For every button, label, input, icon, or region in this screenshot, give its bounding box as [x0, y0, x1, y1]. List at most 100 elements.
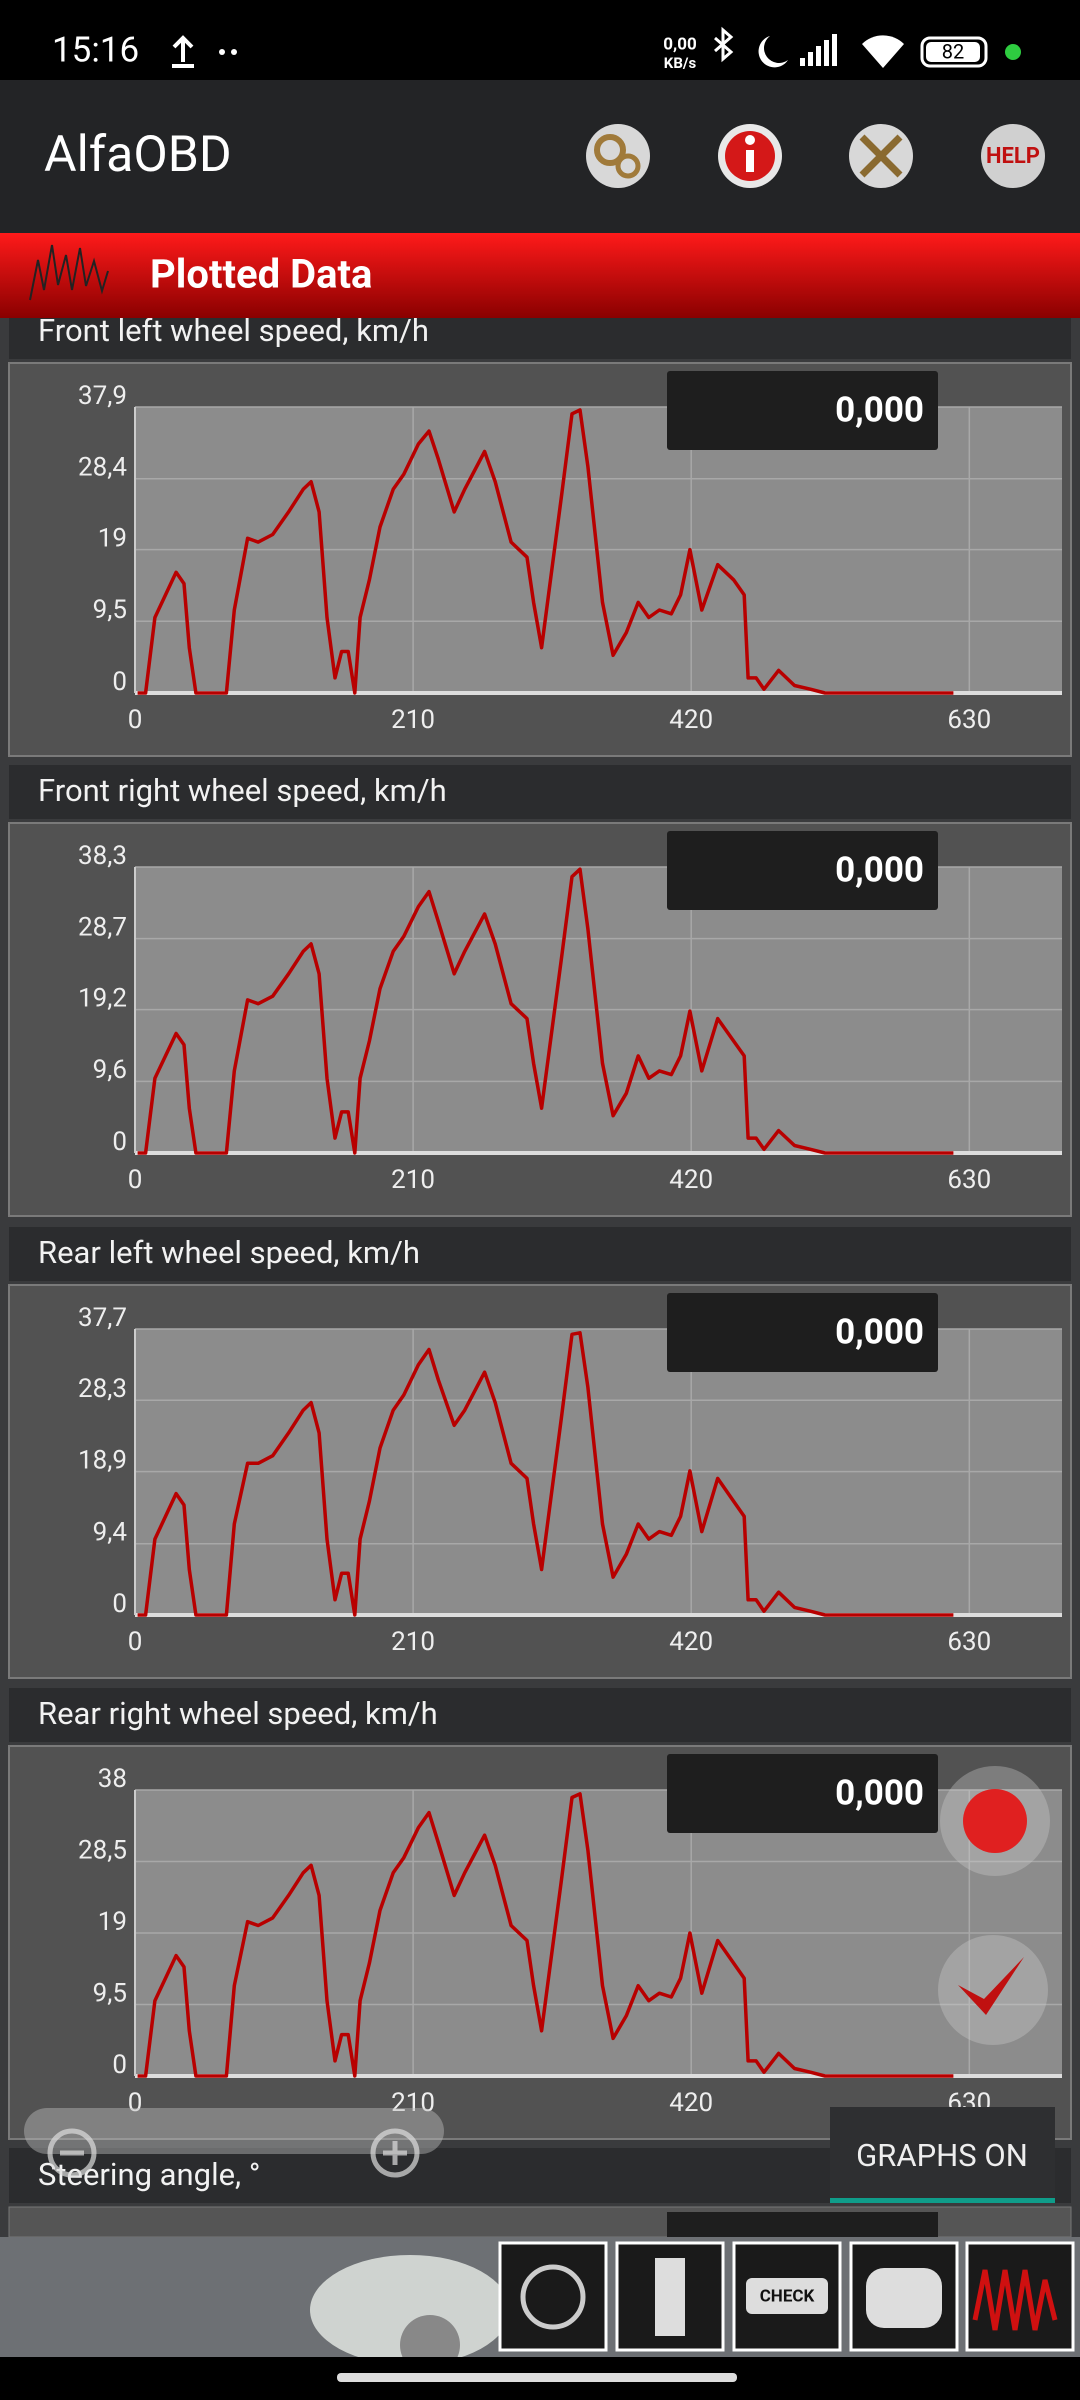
check-label: CHECK: [760, 2286, 815, 2306]
x-tick-label: 420: [669, 705, 713, 735]
clock: 15:16: [52, 29, 139, 70]
gear-icon: [615, 153, 641, 179]
help-label: HELP: [986, 144, 1040, 169]
x-tick-label: 630: [947, 705, 991, 735]
readout-box: [667, 1293, 938, 1372]
y-tick-label: 9,4: [93, 1518, 128, 1548]
info-glyph: [746, 150, 754, 172]
y-tick-label: 9,6: [93, 1055, 127, 1085]
dnd-icon: [758, 36, 788, 68]
x-tick-label: 420: [669, 1165, 713, 1195]
bluetooth-icon: [714, 26, 734, 63]
status-bar: [0, 0, 1080, 80]
zoom-control[interactable]: [24, 2108, 444, 2154]
car-icon: [866, 2268, 942, 2328]
x-tick-label: 210: [391, 1165, 435, 1195]
section-icon: [29, 244, 109, 301]
charts: Front left wheel speed, km/h 0 9,5 19 28,4 37…: [8, 305, 1072, 2140]
engine-icon: [746, 2278, 828, 2314]
readout-value: 0,000: [835, 849, 924, 890]
upload-icon: [172, 35, 194, 68]
zoom-in-glyph: [383, 2141, 407, 2165]
graphs-indicator: [830, 2198, 1055, 2203]
help-button[interactable]: [981, 124, 1045, 188]
check-button[interactable]: [958, 1957, 1024, 2015]
toolbar-icons: CHECK: [498, 2241, 1075, 2352]
readout-box: [667, 371, 938, 450]
x-tick-label: 210: [391, 2088, 435, 2118]
data-line: [137, 867, 954, 1155]
net-speed: 0,00: [663, 34, 696, 54]
readout-box: [667, 1754, 938, 1833]
y-tick-label: 19,2: [78, 984, 127, 1014]
y-tick-label: 0: [112, 1127, 127, 1157]
chart-title: Front right wheel speed, km/h: [38, 772, 447, 809]
x-tick-label: 630: [947, 1165, 991, 1195]
readout-box: [667, 2212, 938, 2237]
tool-button[interactable]: [498, 2241, 608, 2352]
y-tick-label: 0: [112, 1589, 127, 1619]
chart-title: Rear left wheel speed, km/h: [38, 1234, 420, 1271]
data-line: [137, 408, 954, 695]
gear-icon: [594, 134, 626, 166]
tools-icon: [859, 134, 903, 178]
key-icon: [520, 2264, 586, 2330]
section-header: [0, 233, 1080, 318]
wifi-icon: [862, 35, 904, 68]
y-tick-label: 38: [98, 1764, 127, 1794]
signal-icon: [800, 34, 837, 66]
y-tick-label: 19: [98, 523, 127, 553]
indicator-dot: [1005, 44, 1021, 60]
x-tick-label: 420: [669, 2088, 713, 2118]
zoom-in[interactable]: [370, 2128, 420, 2178]
x-tick-label: 0: [128, 1165, 143, 1195]
section-title: Plotted Data: [150, 251, 372, 298]
graphs-label: GRAPHS ON: [856, 2137, 1028, 2174]
app-title: AlfaOBD: [44, 126, 232, 184]
x-tick-label: 0: [128, 2088, 143, 2118]
home-indicator[interactable]: [337, 2373, 737, 2382]
battery-level: [926, 42, 980, 62]
y-tick-label: 0: [112, 667, 127, 697]
x-tick-label: 210: [391, 705, 435, 735]
chart-title: Front left wheel speed, km/h: [38, 312, 429, 349]
data-line: [137, 1792, 954, 2078]
y-tick-label: 38,3: [78, 841, 127, 871]
battery-icon: [655, 2258, 685, 2336]
title-bar: [9, 1227, 1071, 1281]
x-tick-label: 420: [669, 1627, 713, 1657]
y-tick-label: 18,9: [78, 1445, 127, 1475]
info-glyph: [745, 135, 755, 145]
x-tick-label: 0: [128, 1627, 143, 1657]
graph-icon: [972, 2269, 1058, 2331]
y-tick-label: 0: [112, 2050, 127, 2080]
net-unit: KB/s: [664, 54, 697, 72]
y-tick-label: 37,9: [78, 381, 127, 411]
readout-box: [667, 831, 938, 910]
y-tick-label: 28,7: [78, 913, 127, 943]
readout-value: 0,000: [835, 389, 924, 430]
y-tick-label: 28,3: [78, 1374, 127, 1404]
y-tick-label: 19: [98, 1907, 127, 1937]
data-line: [137, 1331, 954, 1617]
zoom-out[interactable]: [47, 2128, 97, 2178]
readout-value: 0,000: [835, 1311, 924, 1352]
graphs-button[interactable]: [830, 2107, 1055, 2202]
y-tick-label: 28,4: [78, 453, 127, 483]
x-tick-label: 0: [128, 705, 143, 735]
y-tick-label: 37,7: [78, 1303, 127, 1333]
y-tick-label: 28,5: [78, 1835, 127, 1865]
y-tick-label: 9,5: [93, 595, 127, 625]
chart-title: Rear right wheel speed, km/h: [38, 1695, 438, 1732]
x-tick-label: 630: [947, 1627, 991, 1657]
title-bar: [9, 1688, 1071, 1742]
dot: [231, 49, 237, 55]
record-button[interactable]: [963, 1789, 1027, 1853]
y-tick-label: 9,5: [93, 1978, 127, 2008]
battery-outline: [920, 36, 988, 68]
readout-value: 0,000: [835, 1772, 924, 1813]
x-tick-label: 210: [391, 1627, 435, 1657]
